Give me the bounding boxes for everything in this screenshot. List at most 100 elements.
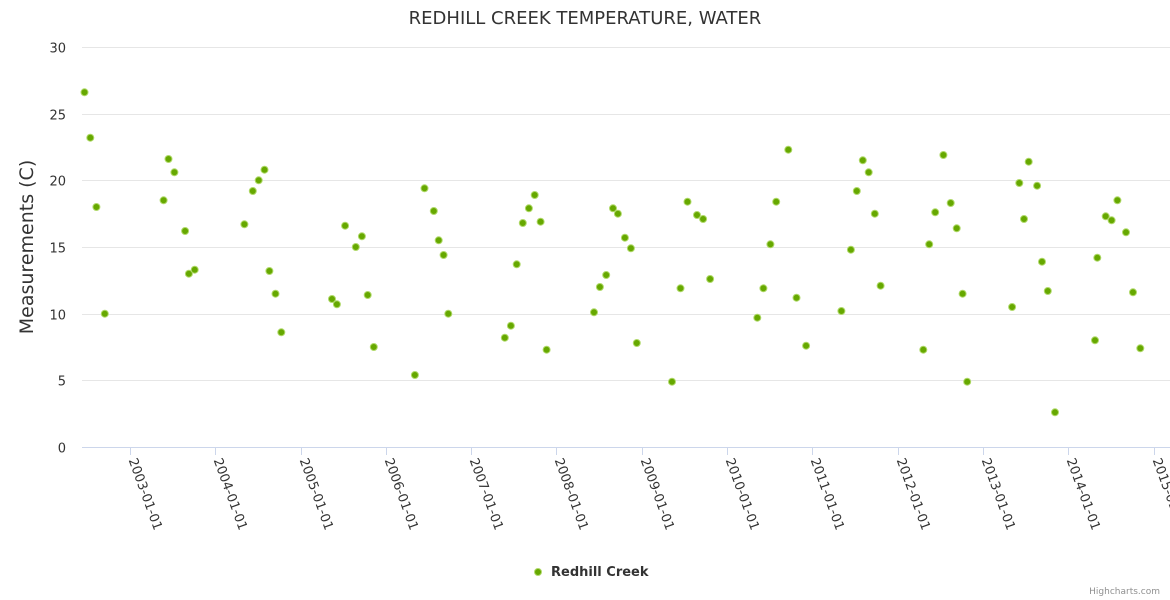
- data-point[interactable]: [846, 245, 855, 254]
- data-point[interactable]: [80, 88, 89, 97]
- data-point[interactable]: [542, 345, 551, 354]
- data-point[interactable]: [590, 308, 598, 317]
- data-point[interactable]: [602, 271, 611, 279]
- data-point[interactable]: [626, 244, 635, 253]
- data-point[interactable]: [609, 204, 617, 213]
- data-point[interactable]: [683, 197, 692, 206]
- data-point[interactable]: [706, 275, 715, 283]
- data-point[interactable]: [931, 208, 940, 217]
- y-tick-label: 30: [49, 42, 66, 57]
- data-point[interactable]: [512, 260, 521, 269]
- data-point[interactable]: [439, 251, 448, 259]
- data-point[interactable]: [1136, 344, 1145, 353]
- data-point[interactable]: [963, 377, 972, 386]
- data-point[interactable]: [100, 309, 109, 318]
- data-point[interactable]: [858, 156, 867, 165]
- data-point[interactable]: [946, 199, 955, 207]
- data-point[interactable]: [753, 313, 762, 322]
- data-point[interactable]: [170, 168, 179, 177]
- data-point[interactable]: [524, 204, 533, 213]
- data-point[interactable]: [159, 196, 168, 205]
- data-point[interactable]: [802, 341, 811, 350]
- data-point[interactable]: [595, 283, 604, 291]
- data-point[interactable]: [500, 333, 509, 342]
- data-point[interactable]: [530, 191, 539, 199]
- data-point[interactable]: [271, 289, 280, 298]
- data-point[interactable]: [759, 284, 768, 293]
- data-point[interactable]: [410, 371, 419, 379]
- data-point[interactable]: [1033, 181, 1042, 190]
- data-point[interactable]: [86, 133, 95, 142]
- data-point[interactable]: [1043, 287, 1052, 295]
- x-axis-ticks: 2003-01-01 2004-01-01 2005-01-01 2006-01-01…: [125, 447, 1170, 532]
- data-point[interactable]: [92, 203, 101, 211]
- data-point[interactable]: [1015, 179, 1024, 187]
- data-point[interactable]: [536, 217, 545, 226]
- data-point[interactable]: [919, 345, 928, 354]
- data-point[interactable]: [939, 151, 948, 159]
- data-point[interactable]: [518, 219, 527, 227]
- data-point[interactable]: [240, 220, 249, 229]
- data-point[interactable]: [1093, 253, 1102, 262]
- data-point[interactable]: [248, 187, 257, 195]
- legend-label[interactable]: Redhill Creek: [551, 565, 649, 580]
- data-point[interactable]: [164, 155, 173, 163]
- data-point[interactable]: [952, 224, 961, 233]
- data-point[interactable]: [1101, 212, 1110, 221]
- data-point[interactable]: [668, 377, 676, 386]
- data-point[interactable]: [369, 343, 378, 351]
- y-tick-label: 10: [49, 309, 66, 324]
- data-point[interactable]: [766, 240, 775, 249]
- data-point[interactable]: [332, 300, 341, 309]
- data-point[interactable]: [254, 176, 263, 185]
- x-tick-label: 2009-01-01: [637, 456, 677, 532]
- data-point[interactable]: [434, 236, 443, 245]
- data-point[interactable]: [1024, 157, 1033, 166]
- data-point[interactable]: [613, 209, 622, 218]
- data-point[interactable]: [1113, 196, 1122, 205]
- data-point[interactable]: [184, 269, 193, 278]
- data-point[interactable]: [444, 309, 453, 318]
- credits-link[interactable]: Highcharts.com: [1089, 587, 1160, 597]
- data-point[interactable]: [772, 197, 781, 206]
- data-point[interactable]: [864, 168, 873, 177]
- data-point[interactable]: [190, 265, 199, 274]
- data-point[interactable]: [328, 295, 336, 303]
- data-point[interactable]: [265, 267, 274, 275]
- data-point[interactable]: [1107, 216, 1116, 225]
- data-point[interactable]: [784, 145, 793, 154]
- data-point[interactable]: [699, 215, 708, 223]
- data-point[interactable]: [1122, 228, 1130, 237]
- legend[interactable]: Redhill Creek: [534, 565, 649, 580]
- data-point[interactable]: [870, 209, 879, 218]
- data-point[interactable]: [876, 281, 885, 290]
- data-point[interactable]: [676, 284, 685, 293]
- data-point[interactable]: [620, 233, 629, 242]
- data-point[interactable]: [837, 307, 846, 315]
- data-point[interactable]: [1008, 303, 1017, 311]
- data-point[interactable]: [181, 227, 190, 235]
- data-point[interactable]: [1020, 215, 1028, 223]
- grid-lines: [82, 47, 1170, 381]
- data-point[interactable]: [925, 240, 934, 249]
- data-point[interactable]: [958, 289, 967, 298]
- data-point[interactable]: [852, 187, 861, 195]
- data-point[interactable]: [1129, 288, 1137, 297]
- data-point[interactable]: [693, 211, 701, 219]
- data-point[interactable]: [351, 243, 360, 251]
- data-point[interactable]: [420, 184, 429, 193]
- data-point[interactable]: [1051, 408, 1059, 417]
- data-point[interactable]: [429, 207, 438, 215]
- data-point[interactable]: [260, 165, 269, 174]
- data-point[interactable]: [1091, 336, 1099, 345]
- y-tick-label: 15: [49, 242, 66, 257]
- data-point[interactable]: [363, 291, 372, 299]
- data-point[interactable]: [632, 339, 641, 347]
- data-point[interactable]: [277, 328, 286, 337]
- data-point[interactable]: [506, 321, 515, 330]
- data-point[interactable]: [792, 293, 801, 302]
- data-point[interactable]: [357, 232, 366, 241]
- x-tick-label: 2015-01-01: [1149, 456, 1170, 532]
- data-point[interactable]: [1038, 257, 1046, 266]
- data-point[interactable]: [341, 221, 350, 230]
